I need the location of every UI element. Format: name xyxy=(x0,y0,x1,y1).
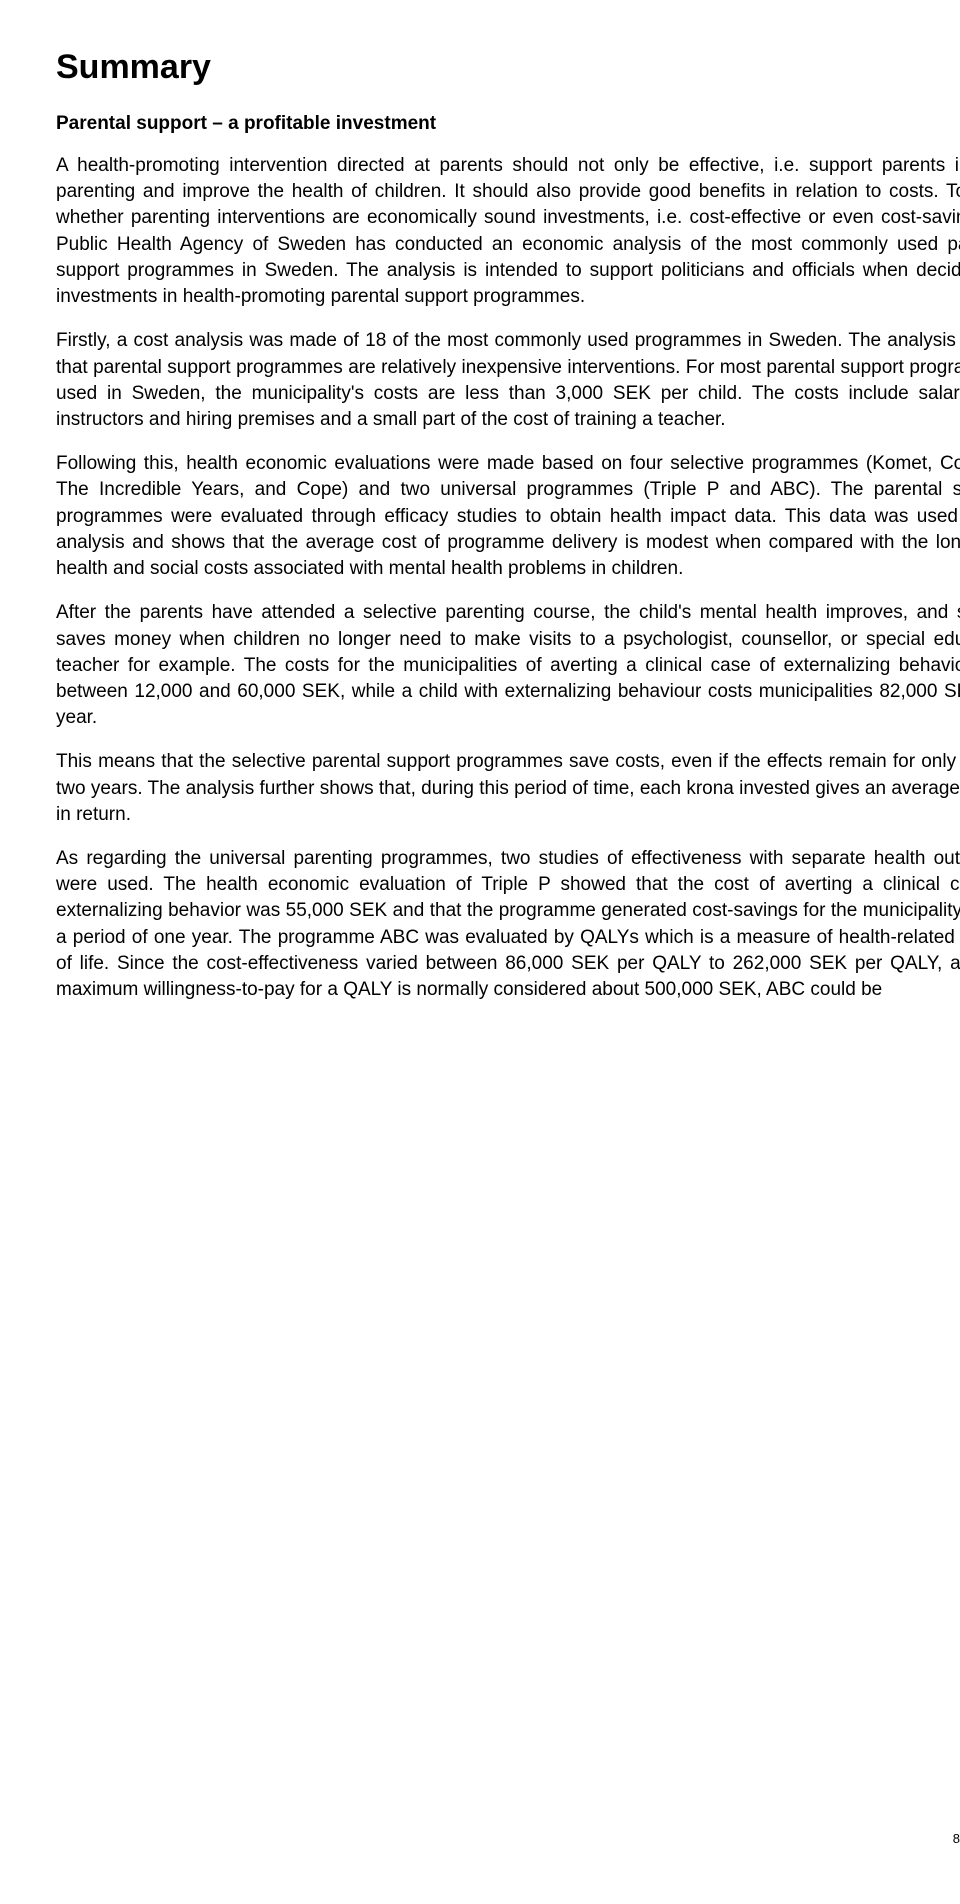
page-number: 8 xyxy=(953,1831,960,1846)
body-paragraph: After the parents have attended a select… xyxy=(56,600,960,731)
body-paragraph: A health-promoting intervention directed… xyxy=(56,153,960,310)
document-subtitle: Parental support – a profitable investme… xyxy=(56,113,960,135)
body-paragraph: Firstly, a cost analysis was made of 18 … xyxy=(56,328,960,433)
body-paragraph: This means that the selective parental s… xyxy=(56,749,960,828)
body-paragraph: Following this, health economic evaluati… xyxy=(56,451,960,582)
body-paragraph: As regarding the universal parenting pro… xyxy=(56,846,960,1003)
page-title: Summary xyxy=(56,48,960,87)
